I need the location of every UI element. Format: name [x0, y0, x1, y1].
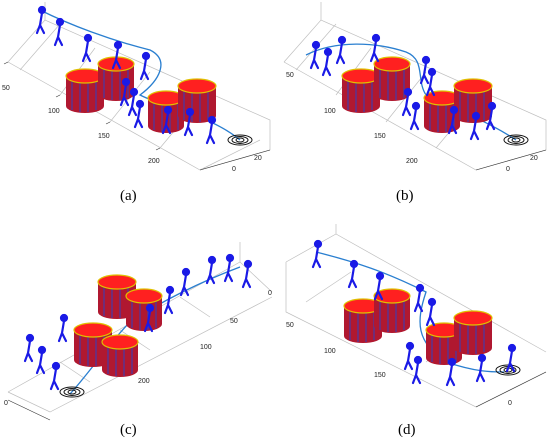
- tick-label: 150: [374, 372, 386, 379]
- goal-marker: [503, 134, 529, 146]
- panel-c: 50 100 200 0 0 (c): [0, 222, 275, 438]
- tick-label: 50: [286, 72, 294, 79]
- pedestrian-crowd: [35, 5, 217, 145]
- trajectory-line: [315, 251, 505, 373]
- tick-label: 200: [406, 158, 418, 165]
- panel-d: 50 100 150 0 (d): [276, 222, 551, 438]
- pedestrian-crowd: [23, 253, 253, 391]
- tick-label: 0: [268, 290, 272, 297]
- tick-label: 100: [200, 344, 212, 351]
- scene-b: [283, 2, 547, 171]
- cylinder-obstacle: [177, 78, 217, 123]
- tick-label: 20: [530, 155, 538, 162]
- panel-caption: (a): [120, 188, 137, 204]
- panel-caption: (b): [396, 188, 414, 204]
- tick-label: 150: [98, 133, 110, 140]
- goal-marker: [227, 134, 253, 146]
- tick-label: 0: [4, 400, 8, 407]
- cylinder-obstacle: [373, 56, 411, 101]
- tick-label: 150: [374, 133, 386, 140]
- tick-label: 0: [232, 166, 236, 173]
- goal-marker: [59, 386, 85, 398]
- tick-label: 20: [254, 155, 262, 162]
- pedestrian-crowd: [309, 33, 497, 141]
- panel-a: 50 100 150 200 0 20 (a): [0, 0, 275, 204]
- scene-d: [285, 224, 547, 408]
- scene-a: [3, 2, 271, 171]
- tick-label: 100: [48, 108, 60, 115]
- tick-label: 50: [286, 322, 294, 329]
- cylinder-obstacle: [125, 288, 163, 331]
- scene-c: [7, 242, 273, 421]
- cylinder-obstacle: [65, 68, 105, 113]
- tick-label: 50: [230, 318, 238, 325]
- panel-caption: (c): [120, 422, 137, 438]
- tick-label: 50: [2, 85, 10, 92]
- tick-label: 200: [138, 378, 150, 385]
- tick-label: 200: [148, 158, 160, 165]
- tick-label: 0: [508, 400, 512, 407]
- cylinder-obstacle: [101, 334, 139, 377]
- panel-b: 50 100 150 200 0 20 (b): [276, 0, 551, 204]
- cylinder-obstacle: [453, 310, 493, 355]
- tick-label: 100: [324, 108, 336, 115]
- tick-label: 100: [324, 348, 336, 355]
- cylinder-obstacle: [373, 288, 411, 333]
- pedestrian-crowd: [311, 239, 517, 387]
- panel-caption: (d): [398, 422, 416, 438]
- tick-label: 0: [506, 166, 510, 173]
